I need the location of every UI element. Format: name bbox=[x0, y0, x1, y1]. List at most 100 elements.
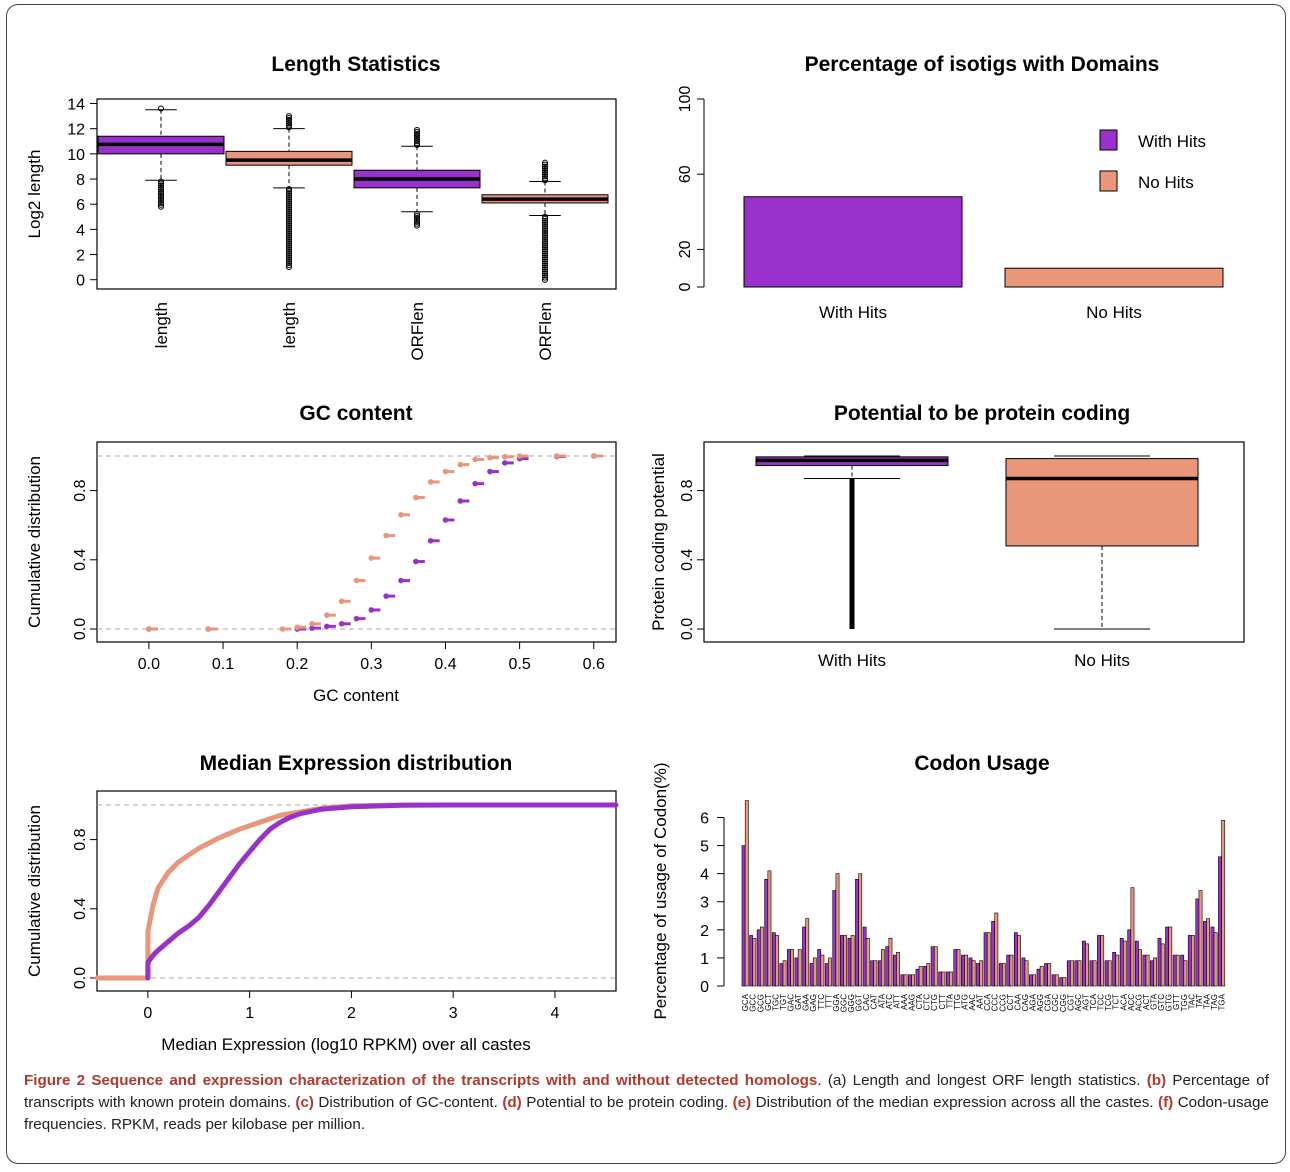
codon-bar bbox=[1206, 918, 1210, 987]
codon-x-tick-label: TGA bbox=[1218, 993, 1227, 1010]
length-y-tick-label: 14 bbox=[67, 97, 85, 114]
length-outlier bbox=[414, 213, 420, 220]
length-outlier bbox=[414, 211, 420, 218]
codon-x-tick-label: GTC bbox=[1157, 994, 1166, 1011]
codon-y-tick-label: 2 bbox=[700, 923, 709, 940]
length-outlier bbox=[542, 161, 548, 168]
gc-x-tick-label: 0.0 bbox=[138, 656, 160, 673]
codon-bar bbox=[787, 949, 791, 987]
caption-b: Percentage of transcripts with known pro… bbox=[24, 1072, 1269, 1111]
length-outlier bbox=[286, 240, 292, 247]
codon-bar bbox=[1044, 963, 1048, 987]
length-outlier bbox=[542, 248, 548, 255]
gc-point bbox=[457, 461, 464, 468]
gc-point bbox=[590, 453, 597, 459]
figure-frame bbox=[6, 4, 1286, 1164]
expression-series-line bbox=[145, 802, 619, 981]
codon-bar bbox=[1107, 960, 1112, 987]
codon-bar bbox=[1039, 966, 1044, 987]
codon-bar bbox=[1002, 963, 1006, 987]
length-outlier bbox=[542, 171, 548, 178]
length-x-tick-label: ORFlen bbox=[536, 302, 555, 361]
codon-bar bbox=[760, 926, 764, 987]
length-outlier bbox=[542, 159, 548, 166]
length-outlier bbox=[286, 252, 292, 259]
codon-bar bbox=[1168, 926, 1173, 987]
length-outlier bbox=[286, 214, 292, 221]
length-outlier bbox=[286, 198, 292, 205]
codon-x-tick-label: CGT bbox=[1066, 994, 1075, 1011]
length-outlier bbox=[542, 246, 548, 253]
codon-x-tick-label: GCG bbox=[756, 994, 765, 1012]
codon-y-tick-label: 3 bbox=[700, 895, 709, 912]
gc-point bbox=[383, 593, 389, 599]
codon-bar bbox=[1115, 954, 1120, 987]
codon-bar bbox=[1142, 954, 1147, 987]
codon-bar bbox=[881, 949, 885, 987]
codon-x-tick-label: ACG bbox=[1134, 994, 1143, 1011]
codon-y-tick-label: 4 bbox=[700, 867, 709, 884]
codon-bar bbox=[1134, 940, 1139, 987]
length-outlier bbox=[542, 173, 548, 180]
length-outlier bbox=[158, 199, 164, 206]
codon-bar bbox=[1221, 819, 1226, 987]
length-outlier bbox=[542, 215, 548, 222]
gc-point bbox=[516, 453, 523, 459]
gc-point bbox=[294, 624, 300, 631]
gc-point bbox=[146, 626, 152, 632]
codon-x-tick-label: AGA bbox=[1029, 993, 1038, 1011]
codon-bar bbox=[918, 966, 923, 987]
gc-x-tick-label: 0.4 bbox=[434, 656, 456, 673]
codon-y-tick-label: 5 bbox=[700, 839, 709, 856]
gc-point bbox=[205, 626, 212, 632]
length-outlier bbox=[542, 238, 548, 245]
length-outlier bbox=[286, 212, 292, 219]
codon-bar bbox=[805, 918, 810, 987]
coding-plot-frame bbox=[703, 441, 1245, 643]
codon-bar bbox=[775, 935, 779, 987]
length-outlier bbox=[542, 258, 548, 265]
codon-bar bbox=[832, 890, 837, 987]
codon-x-tick-label: TCC bbox=[1097, 994, 1106, 1011]
codon-bar bbox=[870, 960, 875, 987]
codon-x-tick-label: GAC bbox=[787, 994, 796, 1012]
codon-x-tick-label: TAC bbox=[1187, 994, 1196, 1010]
length-outlier bbox=[414, 130, 420, 137]
figure-caption: Figure 2 Sequence and expression charact… bbox=[24, 1072, 1269, 1133]
codon-bar bbox=[1198, 890, 1203, 987]
length-outlier bbox=[542, 223, 548, 230]
domains-y-tick-label: 20 bbox=[677, 240, 694, 258]
expression-y-tick-label: 0.0 bbox=[72, 967, 89, 989]
codon-bar bbox=[850, 935, 855, 987]
codon-bar bbox=[802, 926, 806, 987]
codon-x-tick-label: TGT bbox=[779, 994, 788, 1010]
codon-x-tick-label: CAT bbox=[870, 994, 879, 1010]
length-outlier bbox=[158, 178, 164, 185]
caption-e-label: (e) bbox=[732, 1094, 752, 1111]
codon-bar bbox=[1077, 960, 1082, 987]
length-outlier bbox=[286, 258, 292, 265]
length-outlier bbox=[286, 122, 292, 129]
caption-b-label: (b) bbox=[1146, 1072, 1167, 1089]
domains-bar bbox=[743, 196, 963, 288]
codon-x-tick-label: GCC bbox=[749, 994, 758, 1012]
gc-x-tick-label: 0.2 bbox=[286, 656, 308, 673]
codon-bar bbox=[1183, 960, 1188, 987]
codon-bar bbox=[1138, 949, 1142, 987]
coding-chart-title: Potential to be protein coding bbox=[834, 402, 1130, 425]
codon-bar bbox=[840, 935, 844, 987]
codon-bar bbox=[1062, 977, 1067, 987]
length-y-tick-label: 8 bbox=[76, 172, 85, 189]
gc-chart-title: GC content bbox=[299, 402, 412, 425]
length-outlier bbox=[286, 194, 292, 201]
codon-x-tick-label: TGG bbox=[1180, 994, 1189, 1011]
codon-x-tick-label: CGC bbox=[1051, 994, 1060, 1012]
codon-bar bbox=[971, 960, 976, 987]
codon-x-tick-label: AGT bbox=[1081, 994, 1090, 1011]
codon-x-tick-label: TTA bbox=[945, 993, 954, 1008]
codon-bar bbox=[1123, 940, 1127, 987]
length-outlier bbox=[158, 203, 164, 210]
length-outlier bbox=[286, 234, 292, 241]
gc-point bbox=[427, 479, 434, 485]
codon-bar bbox=[847, 937, 852, 987]
